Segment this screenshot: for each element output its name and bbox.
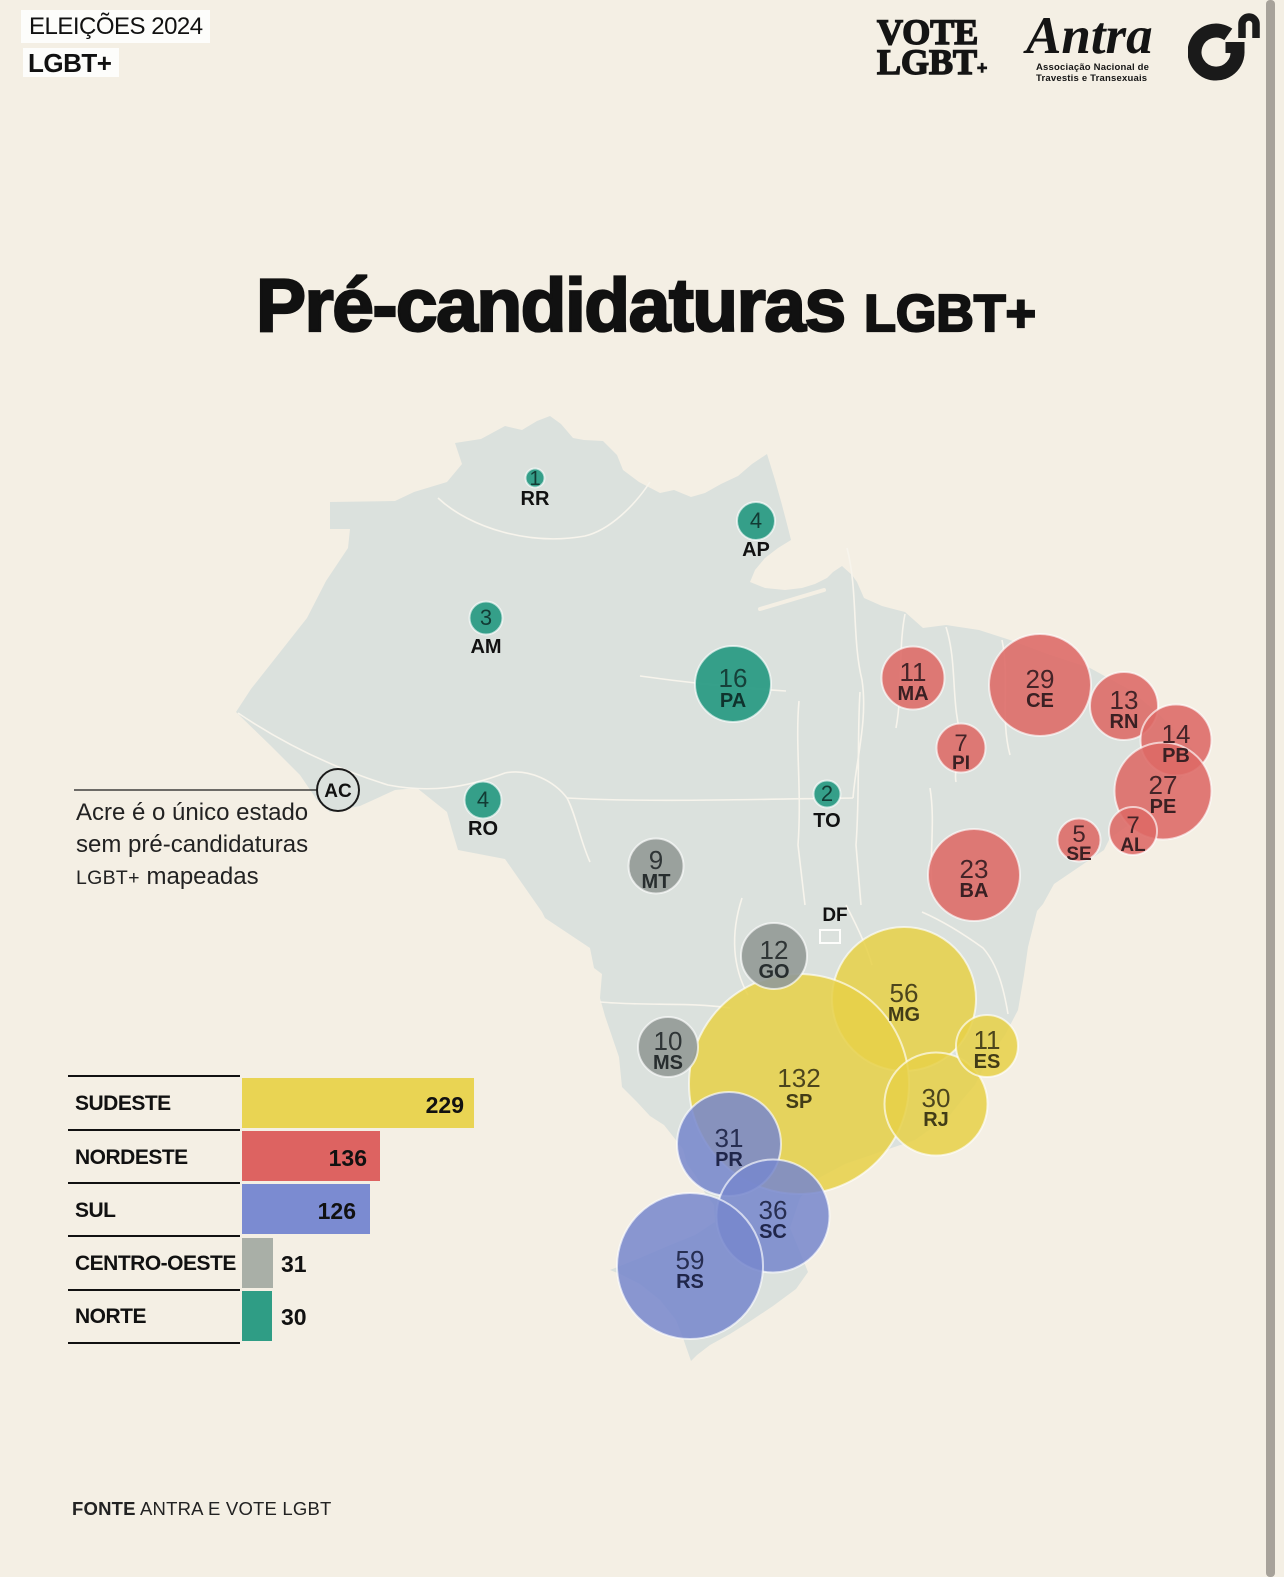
svg-text:11: 11 <box>974 1025 1001 1055</box>
svg-text:RS: RS <box>676 1271 704 1293</box>
svg-text:4: 4 <box>477 787 489 812</box>
svg-text:SC: SC <box>759 1221 787 1243</box>
svg-text:AC: AC <box>324 781 352 802</box>
svg-text:29: 29 <box>1026 664 1055 694</box>
svg-text:PI: PI <box>952 753 970 774</box>
svg-text:RN: RN <box>1110 711 1139 733</box>
svg-text:11: 11 <box>900 657 927 687</box>
svg-text:13: 13 <box>1110 685 1139 715</box>
svg-text:36: 36 <box>759 1195 788 1225</box>
svg-text:ES: ES <box>974 1051 1001 1073</box>
svg-text:23: 23 <box>960 854 989 884</box>
svg-text:30: 30 <box>922 1083 951 1113</box>
svg-text:12: 12 <box>760 935 789 965</box>
svg-text:16: 16 <box>719 663 748 693</box>
svg-text:MT: MT <box>642 871 671 893</box>
svg-text:MG: MG <box>888 1004 920 1026</box>
svg-text:SP: SP <box>786 1091 813 1113</box>
svg-text:7: 7 <box>954 730 967 757</box>
svg-text:AP: AP <box>742 539 770 561</box>
svg-text:27: 27 <box>1149 770 1178 800</box>
svg-text:7: 7 <box>1126 812 1139 839</box>
svg-text:3: 3 <box>480 605 492 630</box>
svg-text:14: 14 <box>1162 719 1191 749</box>
svg-text:TO: TO <box>813 810 840 832</box>
svg-text:RO: RO <box>468 818 498 840</box>
svg-text:2: 2 <box>821 781 833 806</box>
svg-text:5: 5 <box>1072 821 1085 848</box>
svg-text:PE: PE <box>1150 796 1177 818</box>
svg-text:PR: PR <box>715 1149 743 1171</box>
svg-text:AM: AM <box>470 636 501 658</box>
svg-text:GO: GO <box>758 961 789 983</box>
svg-text:MA: MA <box>897 683 928 705</box>
svg-text:59: 59 <box>676 1245 705 1275</box>
svg-text:132: 132 <box>777 1063 820 1093</box>
svg-text:CE: CE <box>1026 690 1054 712</box>
svg-text:MS: MS <box>653 1052 683 1074</box>
svg-text:9: 9 <box>649 845 663 875</box>
svg-text:56: 56 <box>890 978 919 1008</box>
svg-text:PB: PB <box>1162 745 1190 767</box>
svg-text:1: 1 <box>529 468 540 490</box>
svg-text:AL: AL <box>1120 835 1146 856</box>
svg-text:4: 4 <box>750 508 762 533</box>
svg-text:SE: SE <box>1066 844 1091 865</box>
svg-text:PA: PA <box>720 690 746 712</box>
svg-text:DF: DF <box>822 905 847 926</box>
svg-text:31: 31 <box>715 1123 744 1153</box>
svg-text:RR: RR <box>521 488 550 510</box>
svg-text:RJ: RJ <box>923 1109 949 1131</box>
svg-text:BA: BA <box>960 880 989 902</box>
svg-text:10: 10 <box>654 1026 683 1056</box>
